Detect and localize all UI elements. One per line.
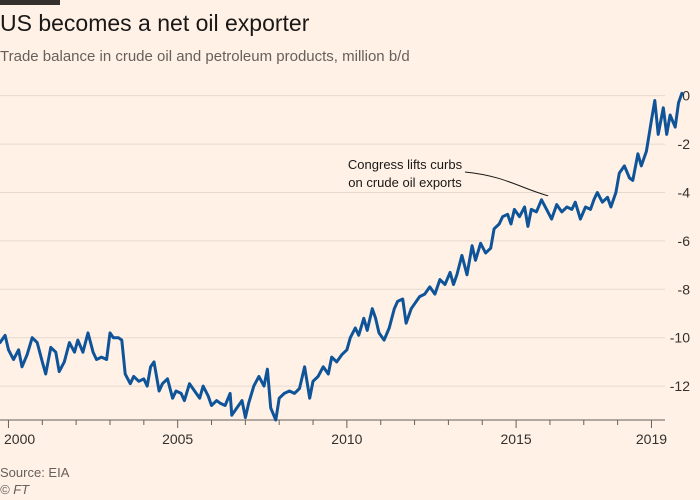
series-line [0,91,684,422]
x-tick-label: 2015 [501,431,532,447]
y-tick-label: -12 [670,378,690,394]
chart-subtitle: Trade balance in crude oil and petroleum… [0,48,410,65]
y-tick-label: -4 [678,184,691,200]
annotation-text-line-1: Congress lifts curbs [348,157,463,172]
brand-accent-bar [0,0,60,5]
annotation-leader-line [464,171,549,197]
x-tick-label: 2010 [331,431,362,447]
annotation-text-line-2: on crude oil exports [348,175,462,190]
y-tick-label: -6 [678,233,691,249]
copyright-note: © FT [0,482,30,497]
y-tick-label: -2 [678,136,691,152]
gridlines [0,95,665,387]
source-note: Source: EIA [0,465,70,480]
y-tick-label: -8 [678,281,691,297]
x-axis: 2000 2005 2010 2015 2019 [0,419,667,447]
chart-title: US becomes a net oil exporter [0,10,310,36]
line-chart: 0 -2 -4 -6 -8 -10 -12 2000 2005 2010 2015 2019 Con… [0,88,690,447]
y-tick-label: -10 [670,330,690,346]
x-tick-label: 2019 [636,431,667,447]
y-axis-ticks: 0 -2 -4 -6 -8 -10 -12 [670,88,690,394]
x-tick-label: 2000 [4,431,35,447]
y-tick-label: 0 [682,88,690,104]
x-tick-label: 2005 [162,431,193,447]
